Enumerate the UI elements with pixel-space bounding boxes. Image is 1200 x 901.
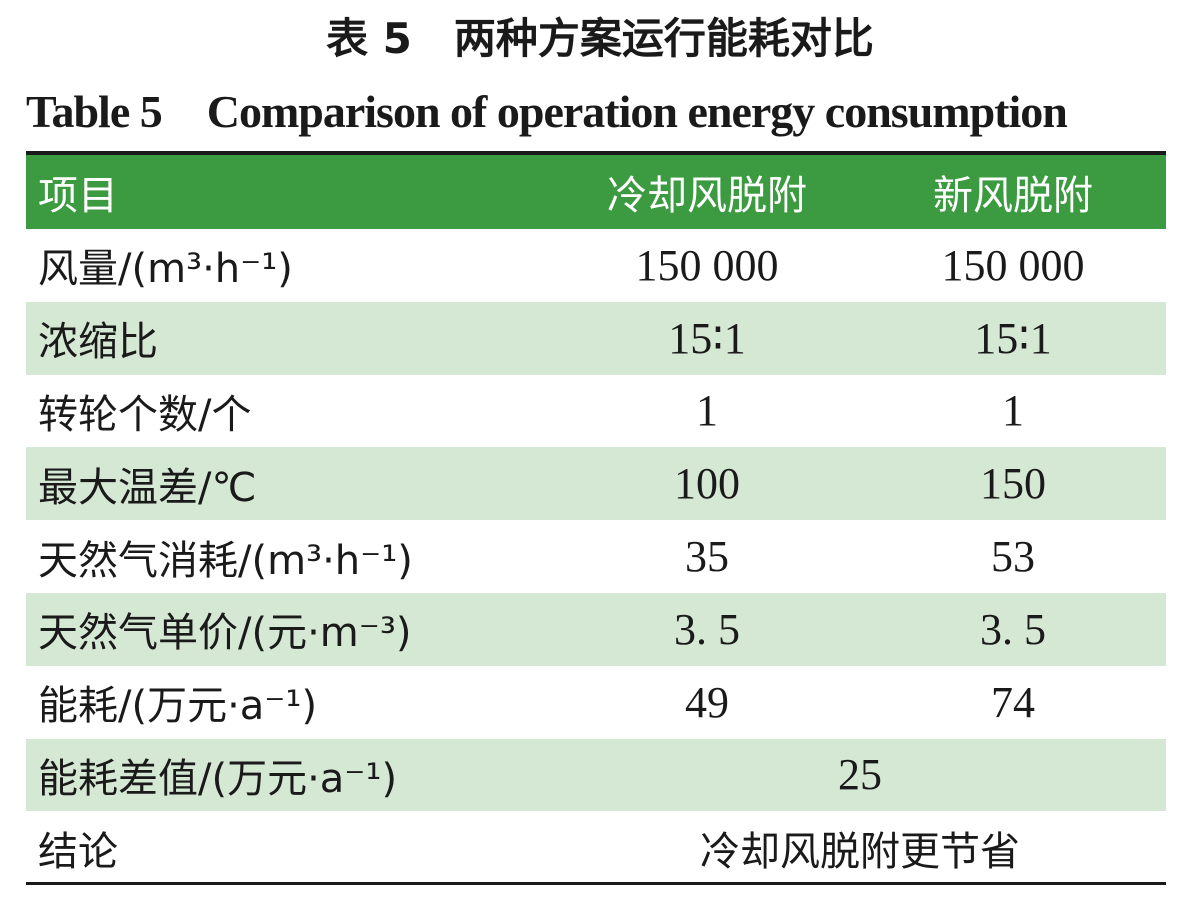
table-row: 最大温差/℃ 100 150 (26, 447, 1166, 521)
header-cooling-air-desorption: 冷却风脱附 (554, 155, 860, 229)
row-label-rotor-count: 转轮个数/个 (38, 391, 252, 438)
energy-comparison-table: 项目 冷却风脱附 新风脱附 风量/(m³·h⁻¹) 150 000 150 00… (26, 155, 1166, 884)
cell-value: 150 000 (941, 240, 1085, 290)
table-row: 天然气消耗/(m³·h⁻¹) 35 53 (26, 520, 1166, 593)
table-row: 转轮个数/个 1 1 (26, 375, 1166, 448)
row-label-energy-cost-difference: 能耗差值/(万元·a⁻¹) (26, 738, 554, 812)
cell-value: 1 (1002, 386, 1024, 436)
table-row: 风量/(m³·h⁻¹) 150 000 150 000 (26, 229, 1166, 302)
cell-value: 74 (991, 677, 1035, 727)
row-label-gas-unit-price: 天然气单价/(元·m⁻³) (26, 592, 554, 666)
header-row: 项目 冷却风脱附 新风脱附 (26, 155, 1166, 229)
bottom-rule (26, 882, 1166, 885)
cell-value: 150 000 (635, 240, 779, 290)
table-row: 结论 冷却风脱附更节省 (26, 811, 1166, 884)
cell-value: 15∶1 (860, 301, 1166, 375)
cell-value: 150 (860, 447, 1166, 521)
row-label-energy-cost: 能耗/(万元·a⁻¹) (38, 683, 318, 730)
header-fresh-air-desorption: 新风脱附 (860, 155, 1166, 229)
cell-conclusion: 冷却风脱附更节省 (700, 828, 1020, 875)
cell-value: 3. 5 (554, 592, 860, 666)
cell-value: 35 (685, 532, 729, 582)
cell-value: 49 (685, 677, 729, 727)
header-item: 项目 (26, 155, 554, 229)
cell-value: 100 (554, 447, 860, 521)
row-label-gas-consumption: 天然气消耗/(m³·h⁻¹) (38, 537, 413, 584)
table-row: 天然气单价/(元·m⁻³) 3. 5 3. 5 (26, 592, 1166, 666)
cell-merged-value: 25 (554, 738, 1166, 812)
cell-value: 3. 5 (860, 592, 1166, 666)
top-rule (26, 151, 1166, 155)
table-row: 能耗/(万元·a⁻¹) 49 74 (26, 666, 1166, 739)
row-label-max-temp-difference: 最大温差/℃ (26, 447, 554, 521)
table-title-en: Table 5 Comparison of operation energy c… (26, 86, 1068, 137)
cell-value: 1 (696, 386, 718, 436)
table-row: 能耗差值/(万元·a⁻¹) 25 (26, 738, 1166, 812)
row-label-conclusion: 结论 (38, 828, 118, 875)
row-label-air-volume: 风量/(m³·h⁻¹) (38, 246, 293, 293)
table-row: 浓缩比 15∶1 15∶1 (26, 301, 1166, 375)
cell-value: 15∶1 (554, 301, 860, 375)
row-label-concentration-ratio: 浓缩比 (26, 301, 554, 375)
cell-value: 53 (991, 532, 1035, 582)
table-title-cn: 表 5 两种方案运行能耗对比 (326, 14, 874, 63)
